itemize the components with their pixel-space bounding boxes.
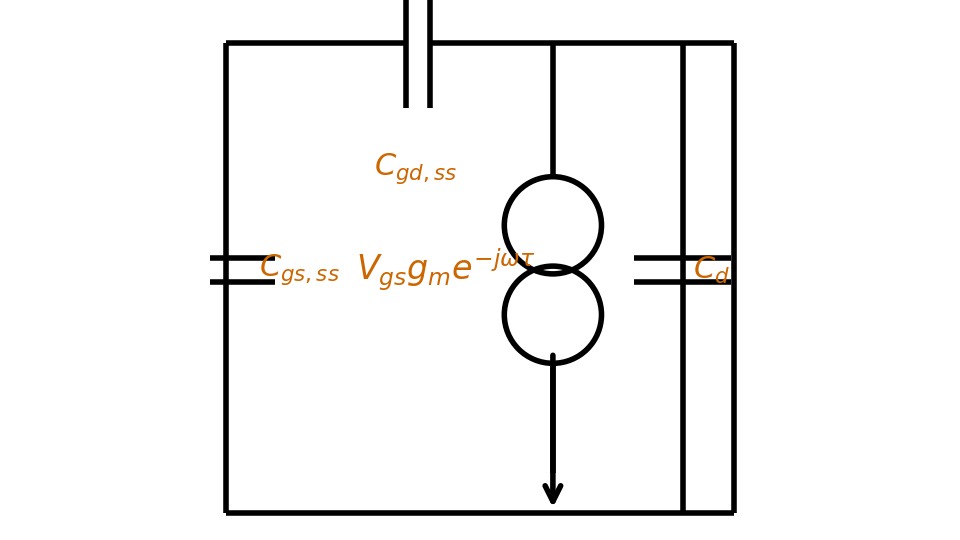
Text: $C_{gd,ss}$: $C_{gd,ss}$ <box>373 151 457 186</box>
Text: $C_{gs,ss}$: $C_{gs,ss}$ <box>258 253 339 287</box>
Text: $C_{d}$: $C_{d}$ <box>693 254 731 286</box>
Text: $V_{gs}g_m e^{-j\omega\tau}$: $V_{gs}g_m e^{-j\omega\tau}$ <box>356 247 536 293</box>
